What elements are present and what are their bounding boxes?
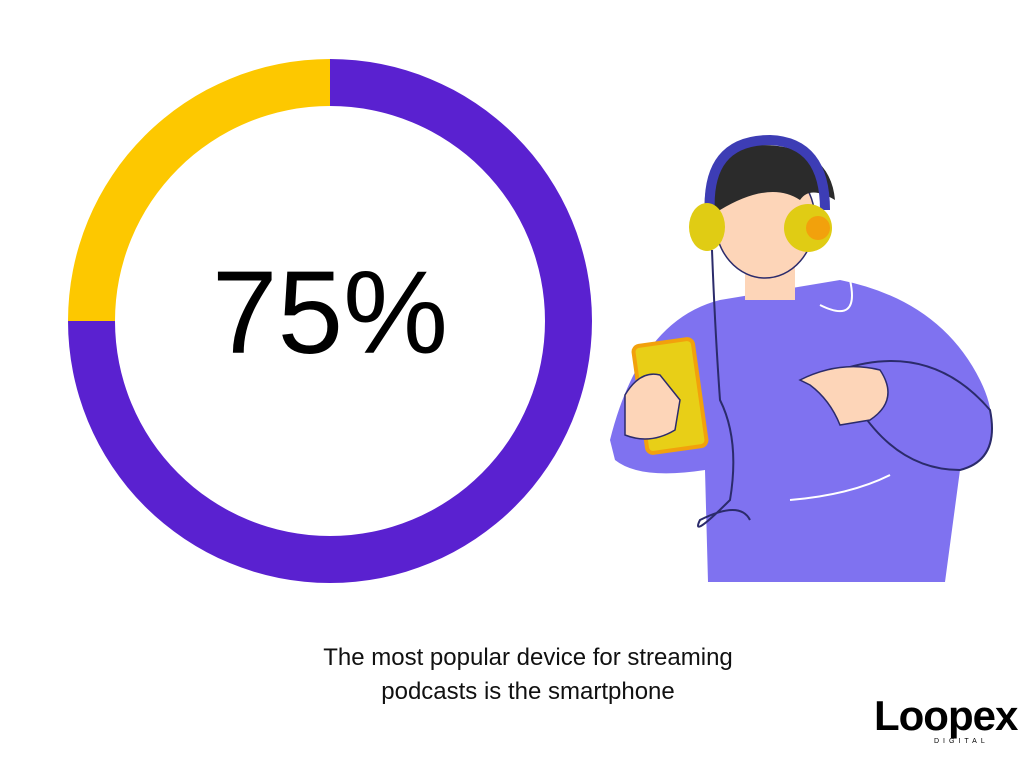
illustration [610, 134, 993, 582]
center-label: 75% [212, 247, 448, 379]
brand-tagline: DIGITAL [934, 738, 989, 745]
brand-name: Loopex [874, 692, 1018, 739]
caption: The most popular device for streaming po… [323, 644, 733, 705]
donut-segment [68, 59, 330, 321]
